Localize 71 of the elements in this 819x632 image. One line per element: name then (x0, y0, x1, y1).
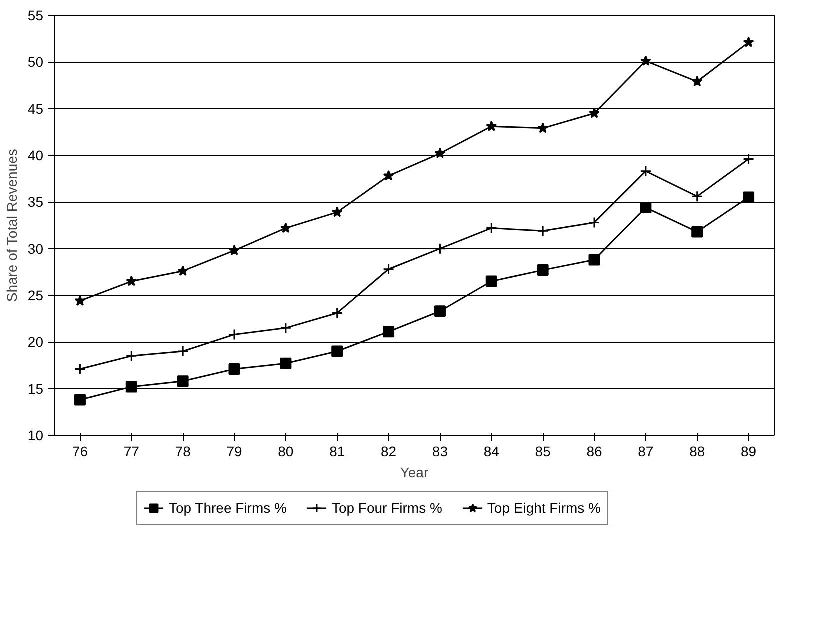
point (228, 363, 240, 375)
point (383, 264, 395, 276)
point (640, 55, 652, 66)
point (178, 265, 189, 276)
point (486, 222, 498, 234)
point (74, 363, 86, 375)
x-tick-label: 89 (741, 444, 757, 460)
point (383, 326, 395, 338)
point (434, 243, 446, 255)
y-tick-label: 40 (28, 148, 44, 164)
y-tick-label: 10 (28, 428, 44, 444)
x-tick-label: 81 (330, 444, 346, 460)
point (74, 394, 86, 406)
point (640, 202, 652, 214)
legend-label: Top Four Firms % (332, 500, 442, 516)
y-tick-label: 25 (28, 288, 44, 304)
legend-label: Top Eight Firms % (487, 500, 602, 516)
point (588, 216, 600, 228)
point (177, 376, 189, 388)
x-tick-label: 79 (226, 444, 242, 460)
x-axis-title: Year (400, 464, 429, 480)
x-tick-label: 78 (175, 444, 192, 460)
x-tick-label: 77 (124, 444, 140, 460)
y-tick-label: 55 (28, 8, 44, 24)
y-axis-title: Share of Total Revenues (4, 149, 20, 302)
point (228, 328, 240, 340)
x-tick-label: 84 (484, 444, 500, 460)
point (434, 306, 446, 318)
x-tick-label: 86 (586, 444, 602, 460)
point (126, 381, 138, 393)
y-tick-label: 45 (28, 100, 44, 117)
point (588, 254, 600, 266)
point (280, 222, 292, 234)
point (332, 346, 344, 358)
point (692, 226, 704, 238)
y-tick-label: 35 (28, 194, 44, 210)
point (332, 206, 343, 218)
x-tick-label: 83 (432, 444, 448, 460)
y-tick-label: 20 (28, 334, 44, 350)
point (126, 276, 138, 286)
point (228, 244, 240, 256)
y-tick-label: 50 (28, 54, 44, 70)
point (537, 225, 549, 237)
point (383, 170, 394, 181)
point (743, 153, 755, 165)
point (537, 264, 549, 276)
point (486, 276, 498, 288)
point (743, 36, 754, 48)
x-tick-label: 88 (690, 444, 706, 460)
legend-label: Top Three Firms % (168, 500, 287, 516)
x-tick-label: 76 (72, 444, 88, 460)
point (280, 358, 292, 370)
point (434, 148, 446, 158)
point (538, 122, 549, 134)
x-tick-label: 87 (638, 444, 654, 460)
point (280, 322, 292, 334)
point (588, 108, 600, 118)
y-tick-label: 15 (28, 380, 44, 397)
point (692, 76, 703, 87)
point (486, 120, 498, 132)
point (332, 307, 344, 319)
point (126, 350, 138, 362)
point (743, 192, 755, 204)
point (640, 166, 652, 178)
x-tick-label: 80 (278, 444, 294, 460)
point (177, 346, 189, 358)
point (692, 190, 704, 202)
x-tick-label: 85 (535, 444, 552, 460)
point (74, 295, 86, 306)
x-tick-label: 82 (381, 444, 397, 460)
y-tick-label: 30 (28, 240, 44, 257)
